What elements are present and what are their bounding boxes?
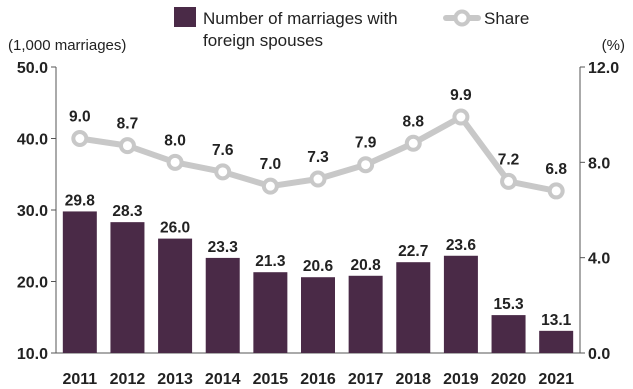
x-tick-label: 2011 — [62, 371, 97, 388]
share-point — [404, 134, 422, 152]
bar — [348, 275, 383, 353]
left-axis-unit-label: (1,000 marriages) — [8, 37, 126, 54]
share-value-label: 8.7 — [117, 116, 139, 133]
share-point — [261, 177, 279, 195]
bar-value-label: 26.0 — [160, 220, 190, 237]
bar — [253, 272, 288, 353]
share-value-label: 7.2 — [498, 151, 520, 168]
bar — [62, 211, 97, 353]
left-axis-ticks: 10.0 20.0 30.0 40.0 50.0 — [17, 60, 56, 363]
bar-value-label: 23.3 — [208, 239, 239, 256]
share-value-label: 7.9 — [355, 135, 377, 152]
share-value-label: 9.0 — [69, 109, 91, 126]
share-point — [118, 137, 136, 155]
line-data-labels: 9.0 8.7 8.0 7.6 7.0 7.3 7.9 8.8 9.9 7.2 6.8 — [69, 87, 567, 178]
share-value-label: 7.0 — [260, 156, 282, 173]
x-axis-ticks: 2011 2012 2013 2014 2015 2016 2017 2018 2019 2020… — [62, 371, 574, 388]
share-point — [452, 108, 470, 126]
legend-line-marker — [453, 9, 471, 27]
legend-line-label: Share — [484, 9, 529, 28]
line-series — [71, 108, 565, 200]
bar — [539, 330, 574, 353]
left-tick-label: 40.0 — [17, 132, 48, 149]
legend: Number of marriages with foreign spouses… — [174, 7, 529, 50]
share-point — [547, 182, 565, 200]
x-tick-label: 2020 — [491, 371, 527, 388]
x-tick-label: 2016 — [300, 371, 336, 388]
bar-value-label: 22.7 — [398, 243, 428, 260]
bar-value-label: 29.8 — [65, 192, 96, 209]
right-tick-label: 12.0 — [588, 60, 619, 77]
share-value-label: 8.8 — [402, 113, 424, 130]
share-value-label: 6.8 — [545, 161, 567, 178]
x-tick-label: 2013 — [157, 371, 193, 388]
bar-value-label: 20.8 — [351, 257, 382, 274]
left-tick-label: 10.0 — [17, 346, 48, 363]
bar-value-label: 20.6 — [303, 258, 334, 275]
share-point — [357, 156, 375, 174]
bar — [443, 255, 478, 353]
share-point — [214, 163, 232, 181]
bar-value-label: 28.3 — [112, 203, 143, 220]
share-point — [166, 153, 184, 171]
share-point — [71, 130, 89, 147]
right-axis-ticks: 0.0 4.0 8.0 12.0 — [580, 60, 619, 363]
legend-bar-label-line2: foreign spouses — [203, 31, 323, 50]
legend-bar-label-line1: Number of marriages with — [203, 9, 398, 28]
left-tick-label: 20.0 — [17, 275, 48, 292]
bar-value-label: 13.1 — [541, 312, 572, 329]
bar — [491, 315, 526, 353]
bar-value-label: 21.3 — [255, 253, 286, 270]
right-tick-label: 0.0 — [588, 346, 610, 363]
x-tick-label: 2015 — [253, 371, 289, 388]
x-tick-label: 2017 — [348, 371, 384, 388]
legend-bar-swatch — [174, 7, 196, 27]
bar — [110, 222, 145, 353]
share-point — [309, 170, 327, 188]
bar-value-label: 15.3 — [493, 296, 524, 313]
bar — [158, 238, 193, 353]
bar-series — [62, 211, 574, 353]
bar-data-labels: 29.8 28.3 26.0 23.3 21.3 20.6 20.8 22.7 23.6 15.3… — [65, 192, 572, 328]
x-tick-label: 2021 — [538, 371, 574, 388]
x-tick-label: 2012 — [110, 371, 146, 388]
bar — [396, 262, 431, 353]
bar-value-label: 23.6 — [446, 237, 477, 254]
x-tick-label: 2014 — [205, 371, 241, 388]
right-tick-label: 8.0 — [588, 155, 610, 172]
share-value-label: 7.3 — [307, 149, 329, 166]
x-tick-label: 2018 — [395, 371, 431, 388]
right-tick-label: 4.0 — [588, 251, 610, 268]
share-value-label: 9.9 — [450, 87, 472, 104]
right-axis-unit-label: (%) — [602, 37, 625, 54]
bar — [301, 277, 335, 353]
x-tick-label: 2019 — [443, 371, 479, 388]
share-value-label: 7.6 — [212, 142, 234, 159]
share-point — [500, 172, 518, 190]
share-value-label: 8.0 — [164, 132, 186, 149]
bar — [205, 257, 240, 353]
left-tick-label: 30.0 — [17, 203, 48, 220]
left-tick-label: 50.0 — [17, 60, 48, 77]
